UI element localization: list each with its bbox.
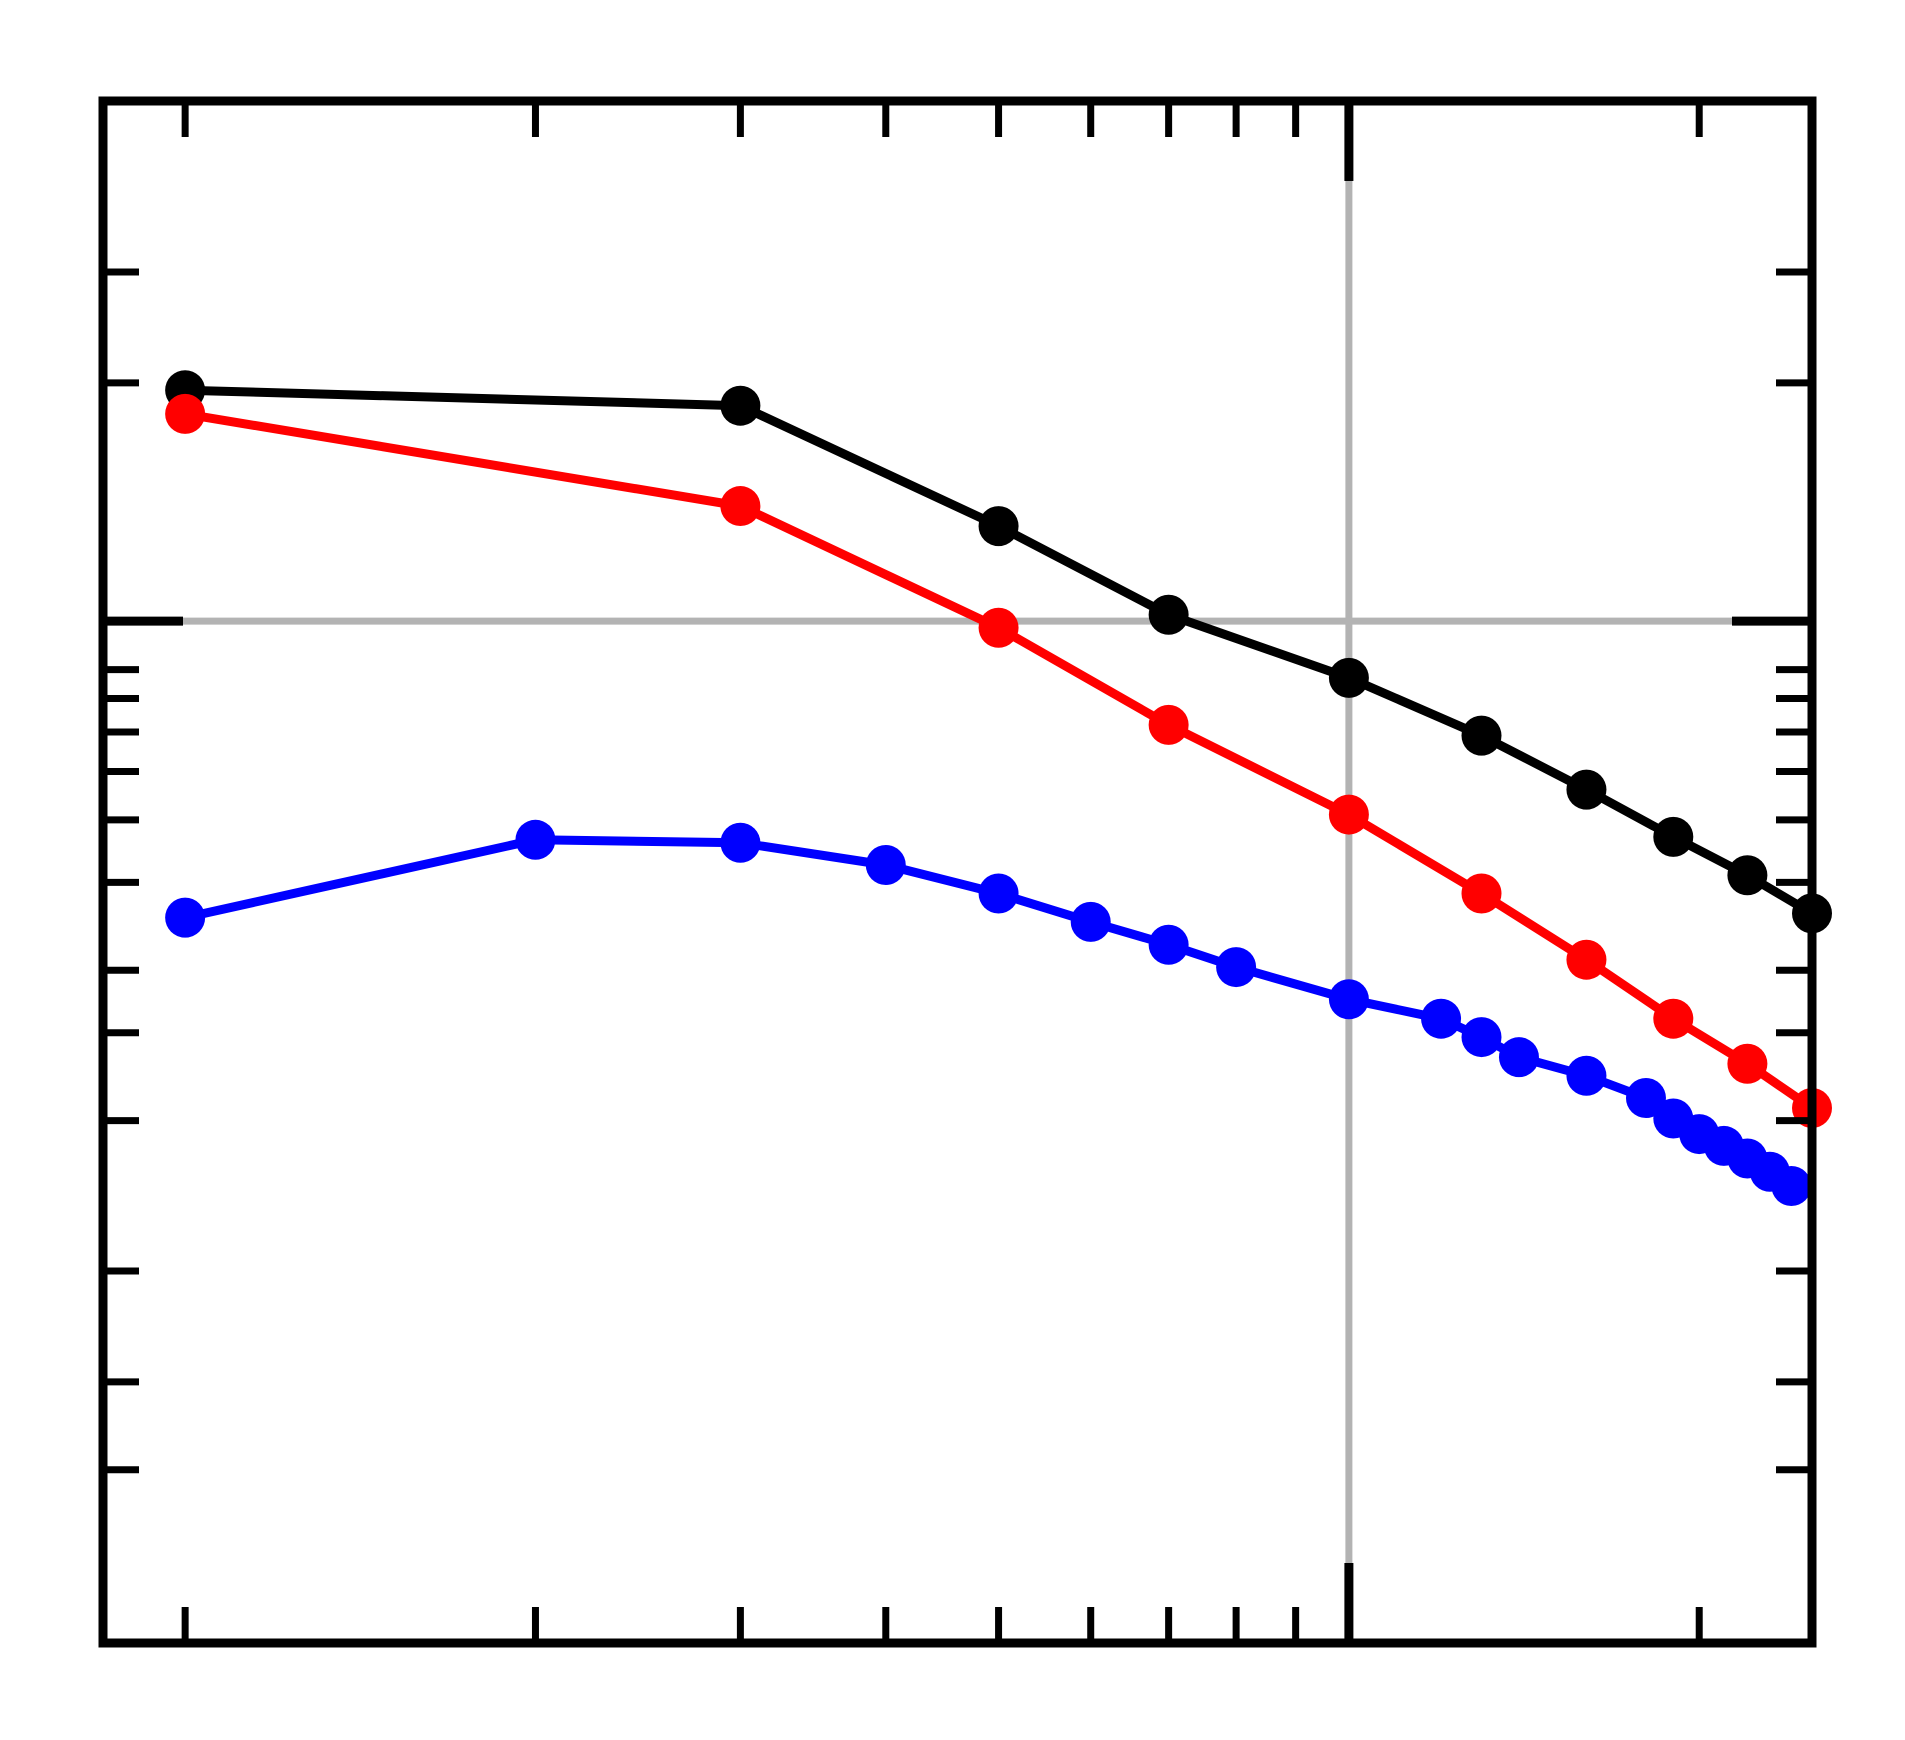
data-point: [1070, 901, 1111, 942]
data-point: [1727, 855, 1768, 896]
plot-frame: [98, 96, 1817, 1648]
series-line: [184, 409, 1815, 1112]
data-point: [1566, 769, 1607, 810]
data-point: [1148, 704, 1189, 745]
data-point: [720, 822, 761, 863]
data-point: [978, 607, 1019, 648]
data-point: [1498, 1037, 1539, 1078]
data-point: [720, 486, 761, 527]
data-point: [1328, 794, 1369, 835]
reference-lines: [103, 101, 1812, 1643]
series-line: [184, 385, 1815, 918]
series-2: [165, 393, 1832, 1129]
data-point: [865, 844, 906, 885]
data-point: [1727, 1043, 1768, 1084]
data-point: [1771, 1165, 1812, 1206]
data-point: [978, 873, 1019, 914]
data-point: [1328, 979, 1369, 1020]
tick-layer: [103, 101, 1812, 1643]
data-point: [1216, 947, 1257, 988]
data-point: [1461, 1017, 1502, 1058]
data-point: [165, 393, 206, 434]
data-point: [1461, 873, 1502, 914]
data-point: [1148, 594, 1189, 635]
series-layer: [165, 370, 1832, 1206]
data-point: [1148, 924, 1189, 965]
data-point: [1653, 998, 1694, 1039]
data-point: [1328, 657, 1369, 698]
data-point: [515, 819, 556, 860]
data-point: [978, 506, 1019, 547]
data-point: [165, 897, 206, 938]
data-point: [1421, 998, 1462, 1039]
data-point: [1625, 1078, 1666, 1119]
data-point: [1461, 715, 1502, 756]
series-1: [165, 370, 1832, 934]
series-3: [165, 819, 1812, 1206]
data-point: [1566, 939, 1607, 980]
data-point: [720, 385, 761, 426]
data-point: [1653, 816, 1694, 857]
data-point: [1566, 1055, 1607, 1096]
